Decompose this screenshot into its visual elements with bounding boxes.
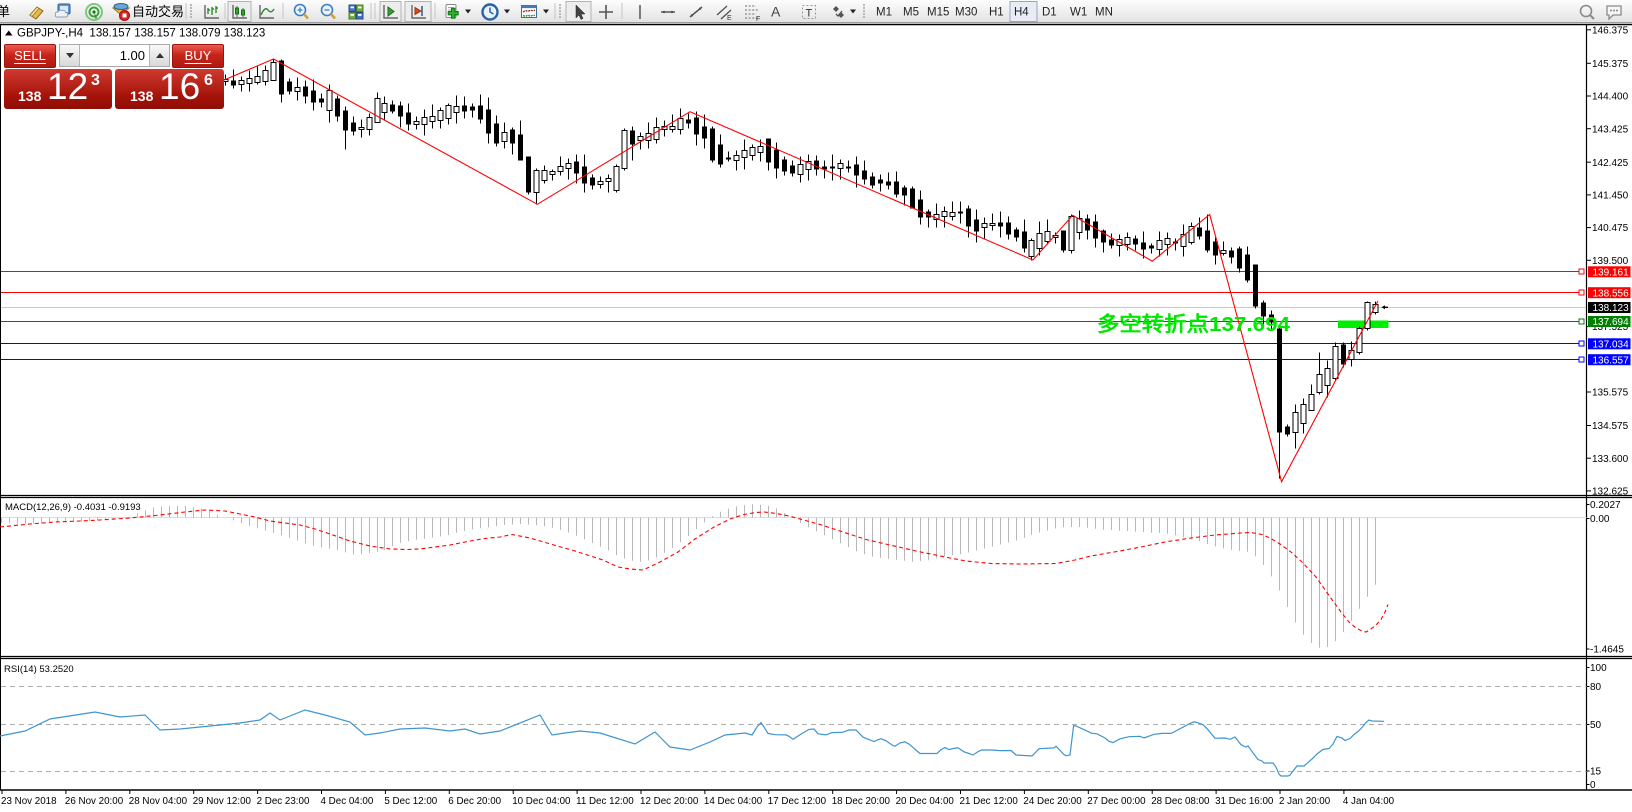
svg-text:GBPJPY-,H4 138.157 138.157 13: GBPJPY-,H4 138.157 138.157 138.079 138.1… (17, 27, 265, 39)
svg-text:132.625: 132.625 (1592, 487, 1629, 498)
svg-text:31 Dec 16:00: 31 Dec 16:00 (1215, 796, 1274, 807)
svg-text:11 Dec 12:00: 11 Dec 12:00 (576, 796, 634, 807)
svg-text:0: 0 (1590, 780, 1596, 791)
svg-text:W1: W1 (1070, 7, 1087, 19)
svg-text:143.425: 143.425 (1592, 124, 1629, 135)
svg-text:-1.4645: -1.4645 (1590, 645, 1624, 656)
svg-text:139.161: 139.161 (1593, 267, 1630, 278)
svg-text:141.450: 141.450 (1592, 191, 1629, 202)
svg-text:4 Dec 04:00: 4 Dec 04:00 (321, 796, 374, 807)
svg-text:M15: M15 (927, 7, 949, 19)
svg-text:142.425: 142.425 (1592, 158, 1629, 169)
svg-text:0.2027: 0.2027 (1590, 500, 1621, 511)
svg-text:12 Dec 20:00: 12 Dec 20:00 (640, 796, 699, 807)
svg-text:D1: D1 (1042, 7, 1057, 19)
svg-text:T: T (806, 8, 813, 20)
svg-text:100: 100 (1590, 663, 1607, 674)
svg-text:27 Dec 00:00: 27 Dec 00:00 (1087, 796, 1146, 807)
svg-text:138.556: 138.556 (1593, 288, 1630, 299)
svg-text:14 Dec 04:00: 14 Dec 04:00 (704, 796, 763, 807)
svg-text:M30: M30 (955, 7, 977, 19)
svg-text:18 Dec 20:00: 18 Dec 20:00 (832, 796, 891, 807)
svg-text:多空转折点137.694: 多空转折点137.694 (1097, 312, 1291, 336)
svg-text:MN: MN (1095, 7, 1113, 19)
svg-text:M1: M1 (876, 7, 892, 19)
svg-text:137.694: 137.694 (1593, 317, 1630, 328)
svg-text:2 Dec 23:00: 2 Dec 23:00 (257, 796, 310, 807)
svg-text:21 Dec 12:00: 21 Dec 12:00 (960, 796, 1019, 807)
svg-text:15: 15 (1590, 767, 1602, 778)
svg-text:23 Nov 2018: 23 Nov 2018 (1, 796, 57, 807)
svg-text:5 Dec 12:00: 5 Dec 12:00 (384, 796, 437, 807)
svg-text:80: 80 (1590, 682, 1602, 693)
svg-text:H1: H1 (989, 7, 1004, 19)
svg-text:140.475: 140.475 (1592, 223, 1629, 234)
svg-text:MACD(12,26,9) -0.4031 -0.9193: MACD(12,26,9) -0.4031 -0.9193 (5, 502, 141, 513)
svg-text:4 Jan 04:00: 4 Jan 04:00 (1343, 796, 1395, 807)
svg-text:10 Dec 04:00: 10 Dec 04:00 (512, 796, 571, 807)
svg-text:A: A (771, 4, 781, 20)
svg-text:26 Nov 20:00: 26 Nov 20:00 (65, 796, 124, 807)
svg-text:H4: H4 (1014, 7, 1029, 19)
svg-text:RSI(14) 53.2520: RSI(14) 53.2520 (4, 664, 74, 675)
svg-text:133.600: 133.600 (1592, 454, 1629, 465)
svg-text:0.00: 0.00 (1590, 514, 1610, 525)
svg-text:自动交易: 自动交易 (132, 4, 184, 19)
svg-text:M5: M5 (903, 7, 919, 19)
svg-text:145.375: 145.375 (1592, 59, 1629, 70)
svg-text:50: 50 (1590, 720, 1602, 731)
svg-text:E: E (727, 15, 732, 22)
svg-text:28 Nov 04:00: 28 Nov 04:00 (129, 796, 188, 807)
svg-text:137.525: 137.525 (1592, 322, 1629, 333)
svg-text:24 Dec 20:00: 24 Dec 20:00 (1023, 796, 1082, 807)
svg-text:2 Jan 20:00: 2 Jan 20:00 (1279, 796, 1331, 807)
svg-text:20 Dec 04:00: 20 Dec 04:00 (896, 796, 955, 807)
svg-text:137.034: 137.034 (1593, 339, 1630, 350)
svg-text:144.400: 144.400 (1592, 92, 1629, 103)
svg-text:17 Dec 12:00: 17 Dec 12:00 (768, 796, 827, 807)
svg-text:134.575: 134.575 (1592, 421, 1629, 432)
svg-text:136.557: 136.557 (1593, 355, 1630, 366)
svg-text:6 Dec 20:00: 6 Dec 20:00 (448, 796, 501, 807)
svg-text:135.575: 135.575 (1592, 388, 1629, 399)
svg-text:29 Nov 12:00: 29 Nov 12:00 (193, 796, 252, 807)
svg-text:139.500: 139.500 (1592, 256, 1629, 267)
svg-text:单: 单 (0, 4, 10, 19)
svg-text:146.375: 146.375 (1592, 25, 1629, 36)
svg-text:28 Dec 08:00: 28 Dec 08:00 (1151, 796, 1210, 807)
svg-text:F: F (756, 16, 760, 23)
svg-text:138.123: 138.123 (1593, 303, 1630, 314)
